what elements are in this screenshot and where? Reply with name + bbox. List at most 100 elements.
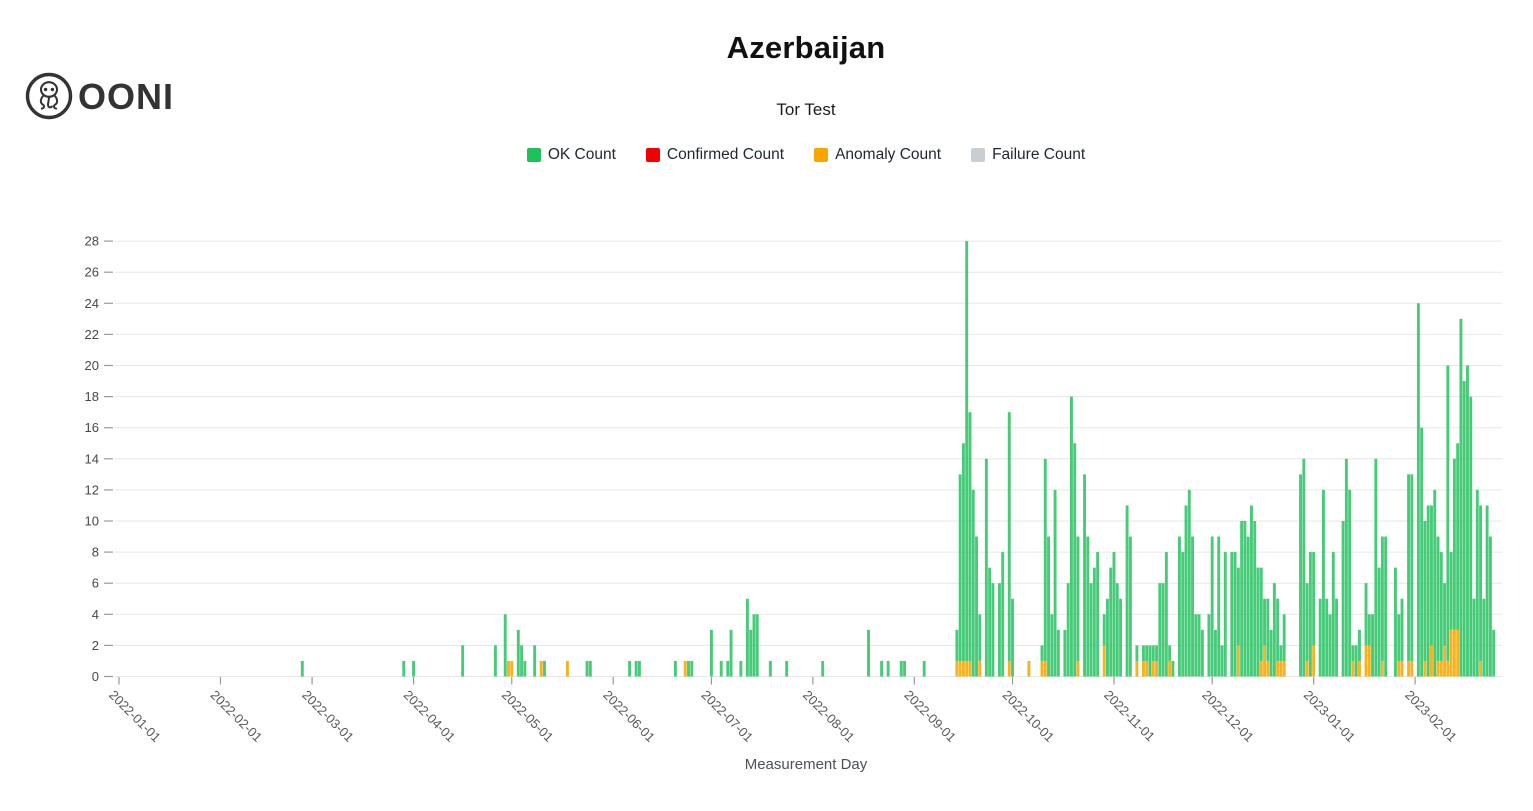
bar-2022-12-19[interactable] [1269,629,1273,677]
bar-2023-01-23[interactable] [1384,536,1388,677]
bar-2023-01-11[interactable] [1344,458,1348,677]
bar-2023-01-14[interactable] [1354,645,1358,677]
bar-2022-12-29[interactable] [1302,458,1306,677]
bar-2022-08-24[interactable] [886,660,890,677]
bar-2022-05-11[interactable] [543,660,546,677]
bar-2023-02-21[interactable] [1479,505,1483,677]
bar-2022-12-21[interactable] [1276,598,1280,677]
bar-2022-11-13[interactable] [1151,645,1155,677]
bar-2023-02-14[interactable] [1456,443,1460,677]
bar-2022-12-16[interactable] [1259,567,1263,677]
bar-2022-11-27[interactable] [1197,614,1201,677]
bar-2022-11-15[interactable] [1158,583,1162,677]
bar-2022-12-17[interactable] [1263,598,1266,677]
bar-2023-02-22[interactable] [1482,598,1486,677]
bar-2022-09-25[interactable] [991,583,995,677]
bar-2022-05-25[interactable] [588,660,592,677]
bar-2022-10-15[interactable] [1056,629,1060,677]
bar-2022-05-03[interactable] [516,629,520,677]
bar-2022-07-13[interactable] [749,629,753,677]
bar-2022-11-12[interactable] [1148,645,1152,677]
bar-2022-07-12[interactable] [745,598,749,677]
bar-2023-01-04[interactable] [1322,489,1325,677]
bar-2022-09-14[interactable] [955,629,959,677]
bar-2023-02-04[interactable] [1423,521,1427,677]
bar-2022-12-05[interactable] [1223,552,1227,677]
bar-2022-12-09[interactable] [1236,567,1240,677]
bar-2022-11-21[interactable] [1178,536,1181,677]
bar-2022-12-20[interactable] [1272,583,1276,677]
bar-2022-02-26[interactable] [300,660,304,677]
bar-2023-01-20[interactable] [1374,458,1378,677]
bar-2022-09-20[interactable] [975,536,978,677]
bar-2022-07-24[interactable] [785,660,789,677]
bar-2022-07-15[interactable] [755,614,759,677]
bar-2023-02-25[interactable] [1492,629,1496,677]
bar-2023-01-08[interactable] [1335,598,1339,677]
bar-2022-11-14[interactable] [1155,645,1158,677]
bar-2022-04-01[interactable] [412,660,416,677]
bar-2022-11-26[interactable] [1194,614,1198,677]
bar-2022-10-01[interactable] [1011,598,1014,677]
bar-2022-05-05[interactable] [523,660,527,677]
bar-2022-08-29[interactable] [903,660,906,677]
bar-2023-02-20[interactable] [1475,489,1479,677]
bar-2022-12-07[interactable] [1230,552,1234,677]
bar-2023-01-30[interactable] [1407,474,1411,677]
bar-2022-11-06[interactable] [1128,536,1132,677]
bar-2022-10-30[interactable] [1105,598,1109,677]
bar-2022-09-15[interactable] [958,474,962,677]
bar-2022-08-18[interactable] [867,629,870,677]
bar-2023-02-13[interactable] [1452,458,1456,677]
bar-2022-09-17[interactable] [965,241,969,677]
bar-2023-02-24[interactable] [1488,536,1492,677]
bar-2022-11-10[interactable] [1141,645,1145,677]
bar-2022-10-17[interactable] [1063,629,1067,677]
bar-2022-06-08[interactable] [634,660,638,677]
bar-2023-01-18[interactable] [1367,614,1371,677]
bar-2022-10-14[interactable] [1053,489,1057,677]
bar-2022-04-26[interactable] [493,645,497,677]
bar-2022-10-06[interactable] [1027,660,1031,677]
bar-2022-11-16[interactable] [1161,583,1165,677]
bar-2022-12-22[interactable] [1279,645,1283,677]
bar-2022-06-24[interactable] [687,660,690,677]
bar-2022-11-22[interactable] [1181,552,1185,677]
bar-2022-10-19[interactable] [1069,396,1073,677]
bar-2022-09-28[interactable] [1001,552,1005,677]
bar-2022-11-03[interactable] [1119,598,1122,677]
bar-2022-09-23[interactable] [984,458,988,677]
bar-2022-11-11[interactable] [1145,645,1149,677]
bar-2022-12-02[interactable] [1214,629,1217,677]
bar-2023-02-15[interactable] [1459,318,1463,677]
bar-2022-12-13[interactable] [1250,505,1253,677]
bar-2022-07-14[interactable] [752,614,756,677]
bar-2022-11-19[interactable] [1171,660,1175,677]
bar-2022-12-31[interactable] [1308,552,1312,677]
bar-2022-11-30[interactable] [1207,614,1211,677]
bar-2023-02-05[interactable] [1426,505,1430,677]
bar-2022-09-19[interactable] [971,489,975,677]
bar-2023-02-19[interactable] [1472,598,1476,677]
bar-2022-05-08[interactable] [533,645,537,677]
bar-2023-02-03[interactable] [1420,427,1424,677]
bar-2023-02-11[interactable] [1446,365,1450,677]
bar-2022-06-20[interactable] [673,660,677,677]
bar-2022-12-18[interactable] [1266,598,1270,677]
bar-2022-10-23[interactable] [1083,474,1086,677]
bar-2023-01-03[interactable] [1318,598,1322,677]
bar-2022-07-19[interactable] [768,660,772,677]
bar-2022-11-18[interactable] [1168,645,1172,677]
bar-2022-09-24[interactable] [988,567,992,677]
bar-2022-12-08[interactable] [1233,552,1237,677]
bar-2022-08-22[interactable] [880,660,884,677]
bar-2023-01-21[interactable] [1377,567,1381,677]
bar-2022-11-08[interactable] [1135,645,1139,677]
bar-2022-12-03[interactable] [1217,536,1221,677]
bar-2022-10-26[interactable] [1092,567,1096,677]
bar-2022-09-16[interactable] [961,443,965,677]
bar-2022-10-12[interactable] [1047,536,1050,677]
bar-2023-01-01[interactable] [1312,552,1316,677]
bar-2022-03-29[interactable] [402,660,406,677]
bar-2022-10-24[interactable] [1086,536,1090,677]
